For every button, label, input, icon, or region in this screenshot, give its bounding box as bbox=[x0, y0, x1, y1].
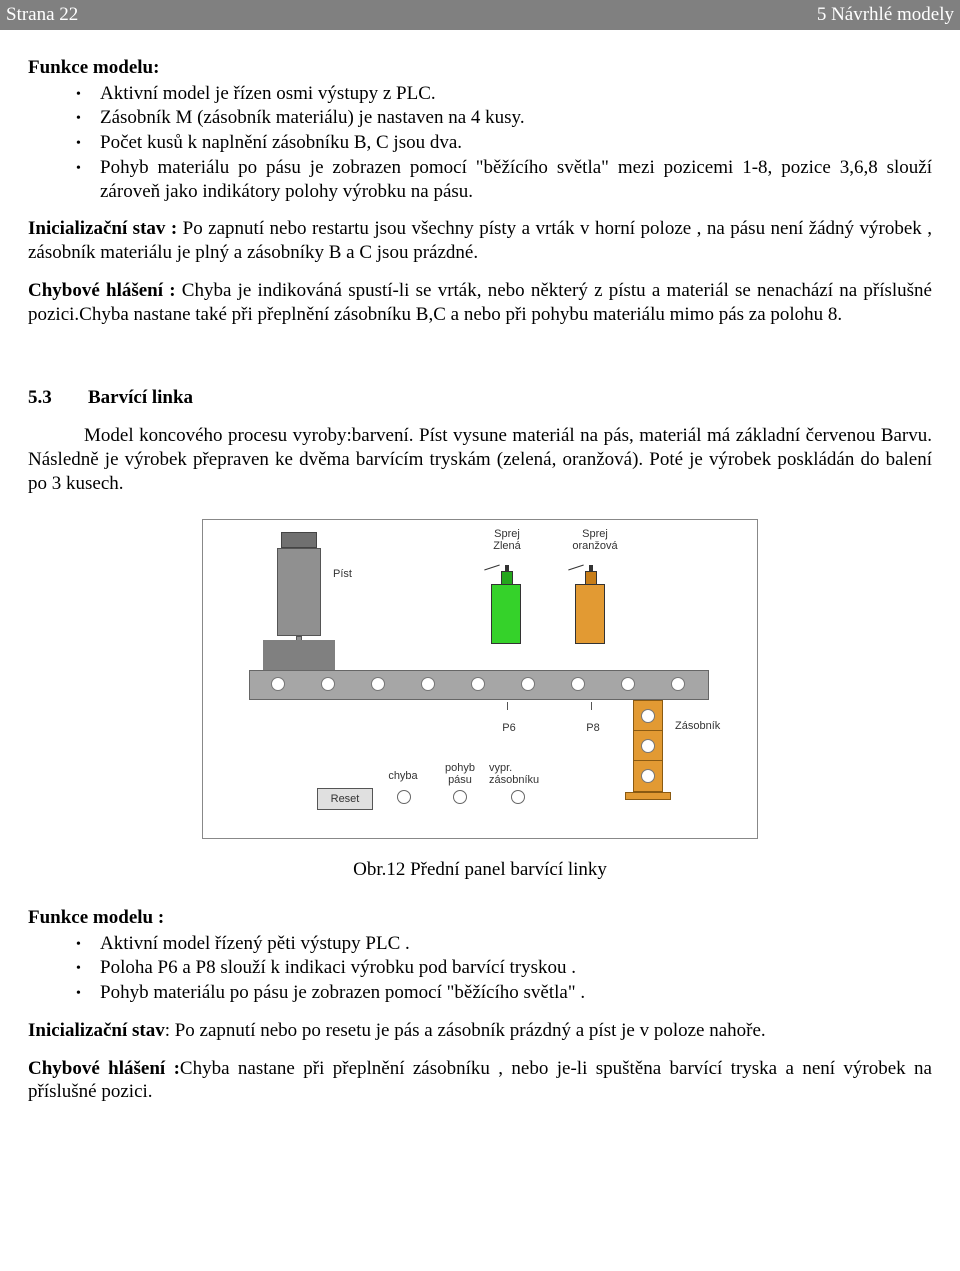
spray-orange-cap bbox=[585, 571, 597, 585]
indicator-vypr-zasobniku bbox=[511, 790, 525, 804]
label-p8: P8 bbox=[579, 722, 607, 734]
err1-para: Chybové hlášení : Chyba je indikováná sp… bbox=[28, 279, 932, 327]
mark-p8 bbox=[591, 702, 592, 710]
funkce1-title: Funkce modelu: bbox=[28, 56, 932, 80]
page-header: Strana 22 5 Návrhlé modely bbox=[0, 0, 960, 30]
zasobnik bbox=[633, 700, 663, 792]
spray-orange bbox=[575, 584, 605, 644]
label-sprej-oranzova: Sprej oranžová bbox=[559, 528, 631, 552]
spray-orange-nozzle-line bbox=[568, 565, 584, 571]
zasobnik-dot bbox=[641, 709, 655, 723]
mark-p6 bbox=[507, 702, 508, 710]
section-5-3-heading: 5.3Barvící linka bbox=[28, 386, 932, 410]
indicator-chyba bbox=[397, 790, 411, 804]
err2-lead: Chybové hlášení : bbox=[28, 1058, 180, 1079]
zasobnik-base bbox=[625, 792, 671, 800]
list-item: Aktivní model je řízen osmi výstupy z PL… bbox=[28, 82, 932, 106]
init1-para: Inicializační stav : Po zapnutí nebo res… bbox=[28, 217, 932, 265]
section-number: 5.3 bbox=[28, 386, 88, 410]
barvici-linka-diagram: Píst Sprej Zlená Sprej oranžová P6 P8 bbox=[202, 519, 758, 839]
piston-head bbox=[281, 532, 317, 548]
indicator-pohyb-pasu bbox=[453, 790, 467, 804]
label-pist: Píst bbox=[333, 568, 373, 580]
piston-body bbox=[277, 548, 321, 636]
zasobnik-dot bbox=[641, 769, 655, 783]
funkce1-list: Aktivní model je řízen osmi výstupy z PL… bbox=[28, 82, 932, 204]
init2-body: : Po zapnutí nebo po resetu je pás a zás… bbox=[165, 1020, 766, 1041]
page-content: Funkce modelu: Aktivní model je řízen os… bbox=[0, 30, 960, 1158]
init2-para: Inicializační stav: Po zapnutí nebo po r… bbox=[28, 1019, 932, 1043]
label-sprej-zelena: Sprej Zlená bbox=[477, 528, 537, 552]
spray-orange-nozzle bbox=[589, 565, 593, 571]
err1-lead: Chybové hlášení : bbox=[28, 280, 176, 301]
init2-lead: Inicializační stav bbox=[28, 1020, 165, 1041]
piston-base bbox=[263, 640, 335, 670]
header-left: Strana 22 bbox=[6, 3, 78, 27]
zasobnik-dot bbox=[641, 739, 655, 753]
spray-green bbox=[491, 584, 521, 644]
list-item: Počet kusů k naplnění zásobníku B, C jso… bbox=[28, 131, 932, 155]
section-title: Barvící linka bbox=[88, 387, 193, 408]
spray-green-nozzle bbox=[505, 565, 509, 571]
label-chyba: chyba bbox=[381, 770, 425, 782]
list-item: Aktivní model řízený pěti výstupy PLC . bbox=[28, 932, 932, 956]
label-vypr-zasobniku: vypr. zásobníku bbox=[489, 762, 559, 786]
list-item: Poloha P6 a P8 slouží k indikaci výrobku… bbox=[28, 956, 932, 980]
reset-button[interactable]: Reset bbox=[317, 788, 373, 810]
init1-lead: Inicializační stav : bbox=[28, 218, 177, 239]
funkce2-title: Funkce modelu : bbox=[28, 906, 932, 930]
label-p6: P6 bbox=[495, 722, 523, 734]
diagram-container: Píst Sprej Zlená Sprej oranžová P6 P8 bbox=[28, 519, 932, 846]
list-item: Pohyb materiálu po pásu je zobrazen pomo… bbox=[28, 981, 932, 1005]
label-zasobnik: Zásobník bbox=[675, 720, 739, 732]
err2-para: Chybové hlášení :Chyba nastane při přepl… bbox=[28, 1057, 932, 1105]
label-pohyb-pasu: pohyb pásu bbox=[435, 762, 485, 786]
list-item: Zásobník M (zásobník materiálu) je nasta… bbox=[28, 106, 932, 130]
sec53-para: Model koncového procesu vyroby:barvení. … bbox=[28, 424, 932, 495]
spray-green-cap bbox=[501, 571, 513, 585]
funkce2-list: Aktivní model řízený pěti výstupy PLC . … bbox=[28, 932, 932, 1005]
list-item: Pohyb materiálu po pásu je zobrazen pomo… bbox=[28, 156, 932, 204]
header-right: 5 Návrhlé modely bbox=[817, 3, 954, 27]
diagram-caption: Obr.12 Přední panel barvící linky bbox=[28, 858, 932, 882]
spray-green-nozzle-line bbox=[484, 565, 500, 571]
